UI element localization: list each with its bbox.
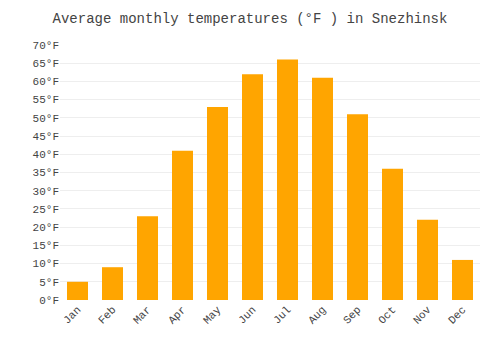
svg-text:10°F: 10°F <box>33 258 59 270</box>
svg-text:65°F: 65°F <box>33 58 59 70</box>
svg-text:Feb: Feb <box>96 304 118 326</box>
svg-text:Mar: Mar <box>131 304 153 326</box>
svg-text:Sep: Sep <box>341 304 363 326</box>
svg-text:0°F: 0°F <box>39 295 59 307</box>
svg-text:20°F: 20°F <box>33 222 59 234</box>
svg-text:55°F: 55°F <box>33 94 59 106</box>
svg-text:40°F: 40°F <box>33 149 59 161</box>
svg-text:Jan: Jan <box>61 304 83 326</box>
svg-text:Aug: Aug <box>306 304 328 326</box>
svg-text:Nov: Nov <box>411 304 434 327</box>
svg-text:45°F: 45°F <box>33 131 59 143</box>
svg-text:30°F: 30°F <box>33 186 59 198</box>
svg-text:70°F: 70°F <box>33 40 59 52</box>
svg-text:May: May <box>201 304 224 327</box>
svg-text:Jun: Jun <box>236 304 258 326</box>
svg-text:35°F: 35°F <box>33 167 59 179</box>
svg-text:5°F: 5°F <box>39 277 59 289</box>
svg-text:Dec: Dec <box>446 304 468 326</box>
svg-text:Oct: Oct <box>376 304 398 326</box>
svg-text:50°F: 50°F <box>33 113 59 125</box>
svg-text:Apr: Apr <box>166 304 188 326</box>
svg-text:15°F: 15°F <box>33 240 59 252</box>
svg-text:60°F: 60°F <box>33 76 59 88</box>
svg-text:Average monthly temperatures (: Average monthly temperatures (°F ) in Sn… <box>53 11 448 27</box>
svg-text:25°F: 25°F <box>33 204 59 216</box>
svg-text:Jul: Jul <box>271 304 293 326</box>
